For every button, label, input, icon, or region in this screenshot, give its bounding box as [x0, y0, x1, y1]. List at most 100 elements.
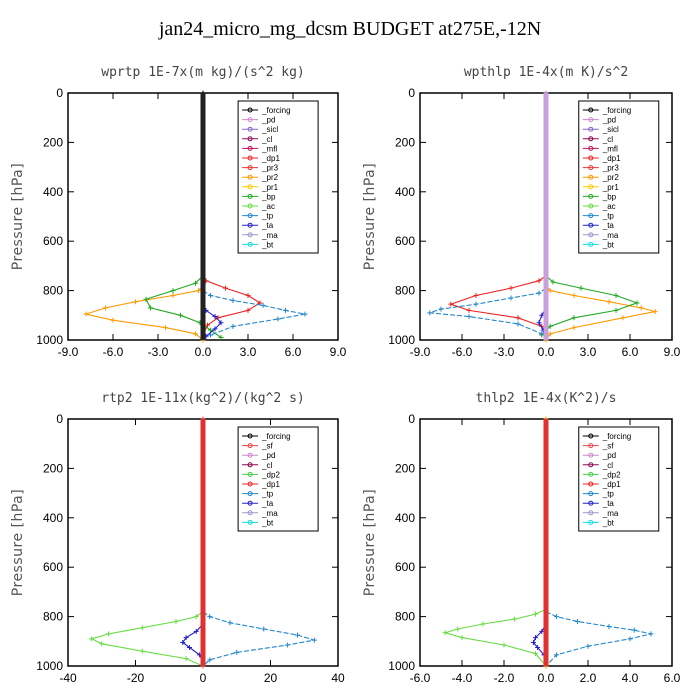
- panel-2-point-tp: [466, 314, 472, 320]
- panel-4-point-ta: [533, 635, 538, 641]
- panel-1-point-tp: [208, 293, 213, 299]
- panel-1-legend-label: _sicl: [261, 125, 278, 134]
- panel-2-legend-label: _pr1: [602, 183, 620, 192]
- panel-1-legend-marker: [247, 155, 253, 161]
- panel-1-xtick-label: 6.0: [285, 345, 302, 359]
- panel-4-xtick-label: 0.0: [538, 671, 555, 685]
- panel-4-ytick-label: 0: [408, 412, 415, 426]
- panel-2-legend-marker: [588, 117, 594, 123]
- panel-4-legend-label: _forcing: [602, 432, 631, 441]
- panel-3-legend-label: _pd: [261, 451, 275, 460]
- panel-2-series-bp: [541, 275, 639, 336]
- panel-3-title: rtp2 1E-11x(kg^2)/(kg^2 s): [101, 391, 305, 406]
- panel-1-point-bp: [170, 288, 176, 294]
- panel-3-ytick-label: 800: [43, 610, 63, 624]
- panel-2-point-bp: [634, 300, 640, 306]
- panel-2-ytick-label: 1000: [388, 333, 415, 347]
- panel-3-legend-label: _sf: [261, 442, 273, 451]
- panel-4-ytick-label: 400: [395, 511, 415, 525]
- panel-1-legend-marker: [247, 126, 253, 132]
- panel-3-legend-marker: [247, 481, 253, 487]
- panel-1-ytick-label: 1000: [36, 333, 63, 347]
- panel-3-point-tp: [207, 614, 213, 620]
- panel-4-point-ta: [535, 644, 541, 650]
- panel-3-point-tp: [311, 637, 317, 643]
- panel-2-legend-label: _pr3: [602, 164, 620, 173]
- panel-4-legend-label: _dp2: [602, 470, 621, 479]
- panel-1-ytick-label: 800: [43, 284, 63, 298]
- panel-2-legend-marker: [588, 126, 594, 132]
- panel-2-legend-marker: [588, 107, 594, 113]
- panel-2-ylabel: Pressure [hPa]: [362, 163, 378, 270]
- panel-2-xtick-label: -6.0: [452, 345, 473, 359]
- panel-4-series-ac: [443, 608, 547, 667]
- figure-title: jan24_micro_mg_dcsm BUDGET at275E,-12N: [158, 18, 542, 40]
- panel-4-legend-label: _pd: [602, 451, 616, 460]
- panel-1-point-pr2: [133, 299, 138, 305]
- panel-4-ylabel: Pressure [hPa]: [362, 489, 378, 596]
- panel-1-legend-marker: [247, 174, 253, 180]
- panel-2-point-pr2: [571, 293, 577, 299]
- panel-1-legend-label: _ta: [261, 221, 274, 230]
- panel-3-xtick-label: 20: [264, 671, 278, 685]
- panel-2-legend-marker: [588, 136, 594, 142]
- panel-1-legend-label: _bt: [261, 240, 274, 249]
- panel-1-xtick-label: -3.0: [148, 345, 169, 359]
- panel-2-legend-label: _ma: [602, 231, 619, 240]
- panel-4-xtick-label: 4.0: [622, 671, 639, 685]
- panel-4-legend-marker: [588, 481, 594, 487]
- panel-2-legend-marker: [588, 222, 594, 228]
- panel-2-point-bp: [613, 307, 619, 313]
- panel-2-point-dp1: [466, 307, 472, 313]
- panel-2-legend-label: _forcing: [602, 106, 631, 115]
- panel-1-point-tp: [302, 311, 308, 317]
- panel-1-legend-marker: [247, 193, 253, 199]
- panel-4-legend-marker: [588, 519, 594, 525]
- panel-3-legend-label: _tp: [261, 490, 274, 499]
- panel-3-legend-label: _forcing: [261, 432, 290, 441]
- panel-1-legend-marker: [247, 145, 253, 151]
- panel-4-legend-label: _dp1: [602, 480, 621, 489]
- panel-4-point-ac: [501, 642, 507, 648]
- panel-4-point-ac: [480, 621, 486, 627]
- panel-2-point-pr2: [547, 288, 553, 294]
- panel-1-title: wprtp 1E-7x(m kg)/(s^2 kg): [101, 65, 305, 80]
- panel-1-series-bp: [145, 275, 222, 338]
- panel-4-legend-marker: [588, 452, 594, 458]
- panel-2-legend-label: _pd: [602, 116, 616, 125]
- panel-2-legend-marker: [588, 145, 594, 151]
- panel-2-point-bp: [571, 315, 577, 321]
- panel-1-point-pr2: [170, 293, 176, 299]
- panel-4-legend-marker: [588, 510, 594, 516]
- panel-4-title: thlp2 1E-4x(K^2)/s: [476, 391, 617, 406]
- panel-1-point-ta: [212, 314, 218, 320]
- panel-1-legend-marker: [247, 213, 253, 219]
- panel-2-point-ta: [536, 320, 542, 326]
- panel-2-legend-marker: [588, 203, 594, 209]
- panel-3-legend-marker: [247, 462, 253, 468]
- panel-4-legend-label: _cl: [602, 461, 613, 470]
- panel-4-legend-marker: [588, 462, 594, 468]
- panel-3-series-tp: [202, 611, 315, 667]
- panel-1-legend-label: _pr3: [261, 164, 279, 173]
- panel-1-point-pr2: [196, 288, 201, 294]
- panel-1-point-tp: [283, 307, 288, 313]
- panel-3-xtick-label: 0: [200, 671, 207, 685]
- panel-3-xtick-label: 40: [331, 671, 345, 685]
- panel-2-ytick-label: 800: [395, 284, 415, 298]
- panel-1-point-pr2: [103, 305, 108, 311]
- panel-1-point-dp1: [223, 285, 228, 291]
- panel-2-point-pr2: [620, 315, 626, 321]
- panel-2-legend-label: _sicl: [602, 125, 619, 134]
- panel-3-point-ta: [187, 644, 192, 650]
- panel-4-legend-label: _bt: [602, 518, 615, 527]
- panel-2-point-dp1: [515, 315, 521, 321]
- panel-3-point-tp: [261, 626, 267, 632]
- panel-3-xtick-label: -20: [127, 671, 145, 685]
- panel-1-point-dp1: [245, 307, 251, 313]
- panel-3-point-ac: [173, 619, 179, 625]
- panel-3-legend-marker: [247, 433, 253, 439]
- panel-2-point-tp: [473, 301, 479, 307]
- panel-4-ytick-label: 800: [395, 610, 415, 624]
